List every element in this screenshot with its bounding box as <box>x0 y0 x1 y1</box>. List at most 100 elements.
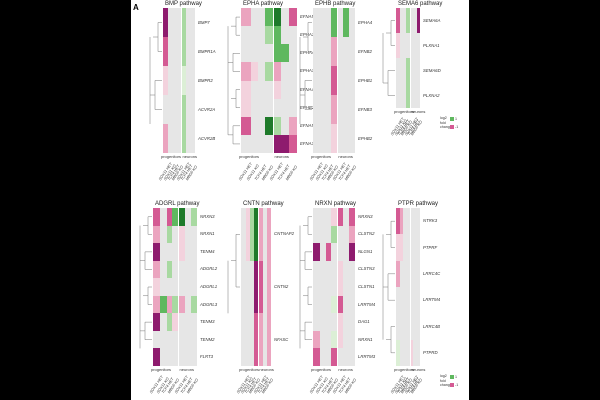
legend-negative-label: -1 <box>455 383 459 387</box>
heatmap-cell <box>416 260 420 287</box>
heatmap-cell <box>153 348 161 366</box>
heatmap-cell <box>403 287 407 314</box>
heatmap-cell <box>320 37 326 66</box>
heatmap-cell <box>160 330 167 349</box>
heatmap-cell <box>168 37 173 66</box>
gene-label: CNTNAP2 <box>274 231 295 237</box>
heatmap-cell <box>178 208 185 226</box>
heatmap-cell <box>273 116 282 135</box>
sublabel-neurons: neurons <box>338 154 353 159</box>
heatmap-cell <box>281 26 290 45</box>
gene-label: LRRTM4 <box>358 301 376 307</box>
heatmap-cell <box>166 243 172 261</box>
heatmap-cell <box>343 8 350 37</box>
heatmap-cell <box>258 116 266 135</box>
group-separator <box>409 8 411 108</box>
row-dendrogram <box>299 22 312 124</box>
heatmap-cell <box>160 313 167 331</box>
heatmap-cell <box>400 313 404 340</box>
heatmap-cell <box>241 26 251 45</box>
heatmap-cell <box>166 295 172 314</box>
heatmap-cell <box>166 348 172 366</box>
heatmap-cell <box>265 80 274 99</box>
heatmap-cell <box>181 37 187 66</box>
heatmap-cell <box>190 348 197 366</box>
heatmap-cell <box>349 225 355 244</box>
heatmap-cell <box>273 80 282 99</box>
heatmap-cell <box>400 58 404 83</box>
heatmap-cell <box>171 313 179 331</box>
heatmap-cell <box>320 278 326 296</box>
heatmap-cell <box>265 98 274 117</box>
heatmap-cell <box>246 313 251 366</box>
heatmap-cell <box>400 33 404 58</box>
gene-label: CLSTN3 <box>358 266 375 272</box>
heatmap-cell <box>178 313 185 331</box>
heatmap-cell <box>178 225 185 244</box>
heatmap-cell <box>265 8 274 27</box>
heatmap-cell <box>265 62 274 81</box>
heatmap-cell <box>406 234 410 261</box>
heatmap-cell <box>331 95 338 124</box>
gene-label: ADGRL1 <box>200 284 218 289</box>
panel-title: EPHB pathway <box>315 1 356 7</box>
heatmap-cell <box>176 66 182 95</box>
heatmap-cell <box>406 208 410 235</box>
heatmap-cell <box>337 295 344 314</box>
panel-title: ADGRL pathway <box>155 201 200 207</box>
dendrogram-branches <box>382 20 395 96</box>
legend-title: log2 <box>440 374 447 378</box>
heatmap-cell <box>343 124 350 153</box>
heatmap-cell <box>168 66 173 95</box>
heatmap-cell <box>171 348 179 366</box>
gene-label: EPHA4 <box>358 19 373 25</box>
heatmap-cell <box>273 44 282 63</box>
gene-label: NFASC <box>274 336 289 342</box>
sublabel-progenitors: progenitors <box>151 367 172 372</box>
heatmap-cell <box>396 234 401 261</box>
panel-letter: A <box>133 3 139 12</box>
heatmap-cell <box>416 8 420 33</box>
heatmap-cell <box>153 208 161 226</box>
heatmap-cell <box>172 66 177 95</box>
gene-label: TENM3 <box>200 319 215 325</box>
panel-title: CNTN pathway <box>243 201 284 207</box>
dendrogram-branches <box>382 220 395 354</box>
heatmap-cell <box>250 116 259 135</box>
row-dendrogram <box>227 234 240 314</box>
heatmap-cell <box>331 243 338 261</box>
heatmap-cell <box>337 260 344 279</box>
heatmap-cell <box>349 208 355 226</box>
heatmap-cell <box>171 260 179 279</box>
heatmap-cell <box>178 278 185 296</box>
heatmap-cell <box>250 26 259 45</box>
heatmap-cell <box>246 260 251 314</box>
legend-swatch-positive <box>450 117 454 121</box>
heatmap-cell <box>416 58 420 83</box>
gene-label: CNTN2 <box>274 284 289 289</box>
heatmap-cell <box>403 208 407 235</box>
gene-label: LRRC4B <box>423 323 440 329</box>
heatmap-cell <box>413 8 417 33</box>
heatmap-cell <box>160 260 167 279</box>
gene-label: LRRTM4 <box>423 297 441 303</box>
heatmap-cell <box>396 260 401 287</box>
heatmap-cell <box>343 260 350 279</box>
gene-label: EPHA4 <box>300 50 315 56</box>
gene-label: EPHB2 <box>300 104 315 110</box>
sublabel-progenitors: progenitors <box>239 154 260 159</box>
heatmap-cell <box>184 260 191 279</box>
heatmap-cell <box>320 66 326 95</box>
heatmap-cell <box>253 260 259 314</box>
heatmap-cell <box>406 260 410 287</box>
sublabel-neurons: neurons <box>410 367 426 372</box>
heatmap-cell <box>409 83 414 108</box>
heatmap-cell <box>396 33 401 58</box>
heatmap-cell <box>331 348 338 366</box>
heatmap-cell <box>313 208 321 226</box>
heatmap-cell <box>343 208 350 226</box>
heatmap-cell <box>176 95 182 124</box>
heatmap-cell <box>190 124 195 153</box>
heatmap-cell <box>250 208 254 261</box>
heatmap-cell <box>258 313 263 366</box>
